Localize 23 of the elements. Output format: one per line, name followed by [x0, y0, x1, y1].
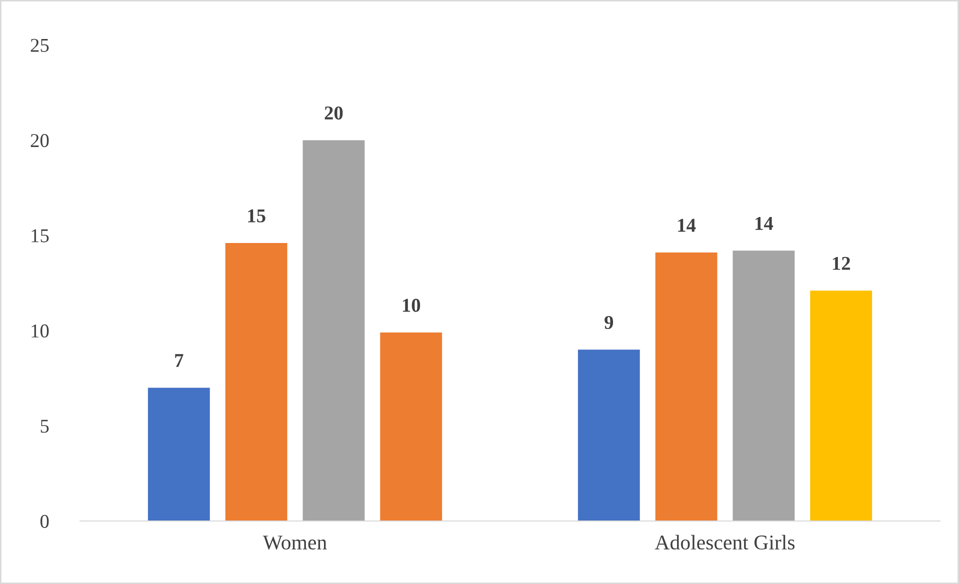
y-tick-label: 5	[40, 420, 49, 433]
bar	[148, 388, 210, 521]
data-label: 15	[248, 209, 266, 222]
y-tick-label: 10	[32, 324, 49, 338]
bar	[225, 243, 288, 521]
bar	[732, 250, 795, 521]
x-tick-label: Women	[262, 536, 327, 550]
data-label: 14	[756, 216, 774, 230]
bar	[302, 140, 365, 521]
data-label: 14	[678, 218, 696, 232]
bar	[578, 350, 640, 521]
y-tick-label: 15	[32, 229, 49, 242]
bar	[655, 252, 718, 521]
bar	[810, 290, 872, 521]
y-tick-label: 20	[30, 134, 49, 148]
data-label: 10	[402, 298, 420, 312]
y-tick-label: 25	[30, 38, 49, 52]
data-label: 12	[832, 256, 850, 270]
data-label: 9	[604, 316, 614, 330]
x-tick-label: Adolescent Girls	[654, 534, 795, 550]
data-label: 20	[324, 106, 343, 120]
data-label: 7	[175, 354, 184, 367]
y-tick-label: 0	[40, 514, 49, 528]
